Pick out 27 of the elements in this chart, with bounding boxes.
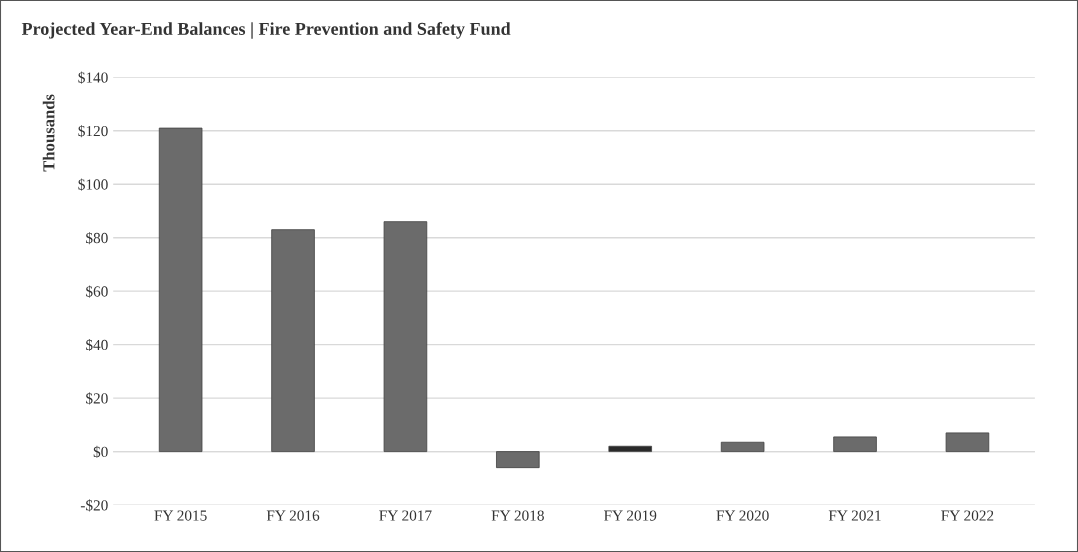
- bar: [496, 451, 540, 469]
- bar: [833, 436, 877, 453]
- x-tick-label: FY 2018: [491, 510, 544, 521]
- y-tick-label: $0: [93, 445, 108, 459]
- bar: [608, 445, 653, 453]
- x-tick-label: FY 2021: [828, 510, 881, 521]
- bar: [945, 432, 990, 453]
- chart-title: Projected Year-End Balances | Fire Prevention and Safety Fund: [21, 22, 511, 39]
- y-axis-title: Thousands: [42, 94, 55, 172]
- bar: [383, 221, 428, 453]
- y-tick-label: $120: [78, 124, 108, 138]
- y-tick-label: $100: [78, 178, 108, 191]
- y-tick-label: $60: [86, 285, 108, 298]
- y-tick-label: -$20: [80, 499, 108, 512]
- x-tick-label: FY 2016: [266, 510, 320, 521]
- y-tick-label: $20: [86, 392, 108, 405]
- y-tick-label: $80: [86, 231, 108, 245]
- x-tick-label: FY 2022: [941, 510, 994, 521]
- x-tick-label: FY 2015: [154, 510, 207, 521]
- bar: [720, 441, 765, 453]
- bar: [271, 229, 315, 453]
- x-tick-label: FY 2017: [379, 510, 432, 521]
- y-tick-label: $140: [78, 71, 108, 84]
- y-tick-label: $40: [86, 338, 108, 352]
- bar: [158, 127, 203, 453]
- x-tick-label: FY 2019: [604, 510, 657, 521]
- x-tick-label: FY 2020: [716, 510, 769, 521]
